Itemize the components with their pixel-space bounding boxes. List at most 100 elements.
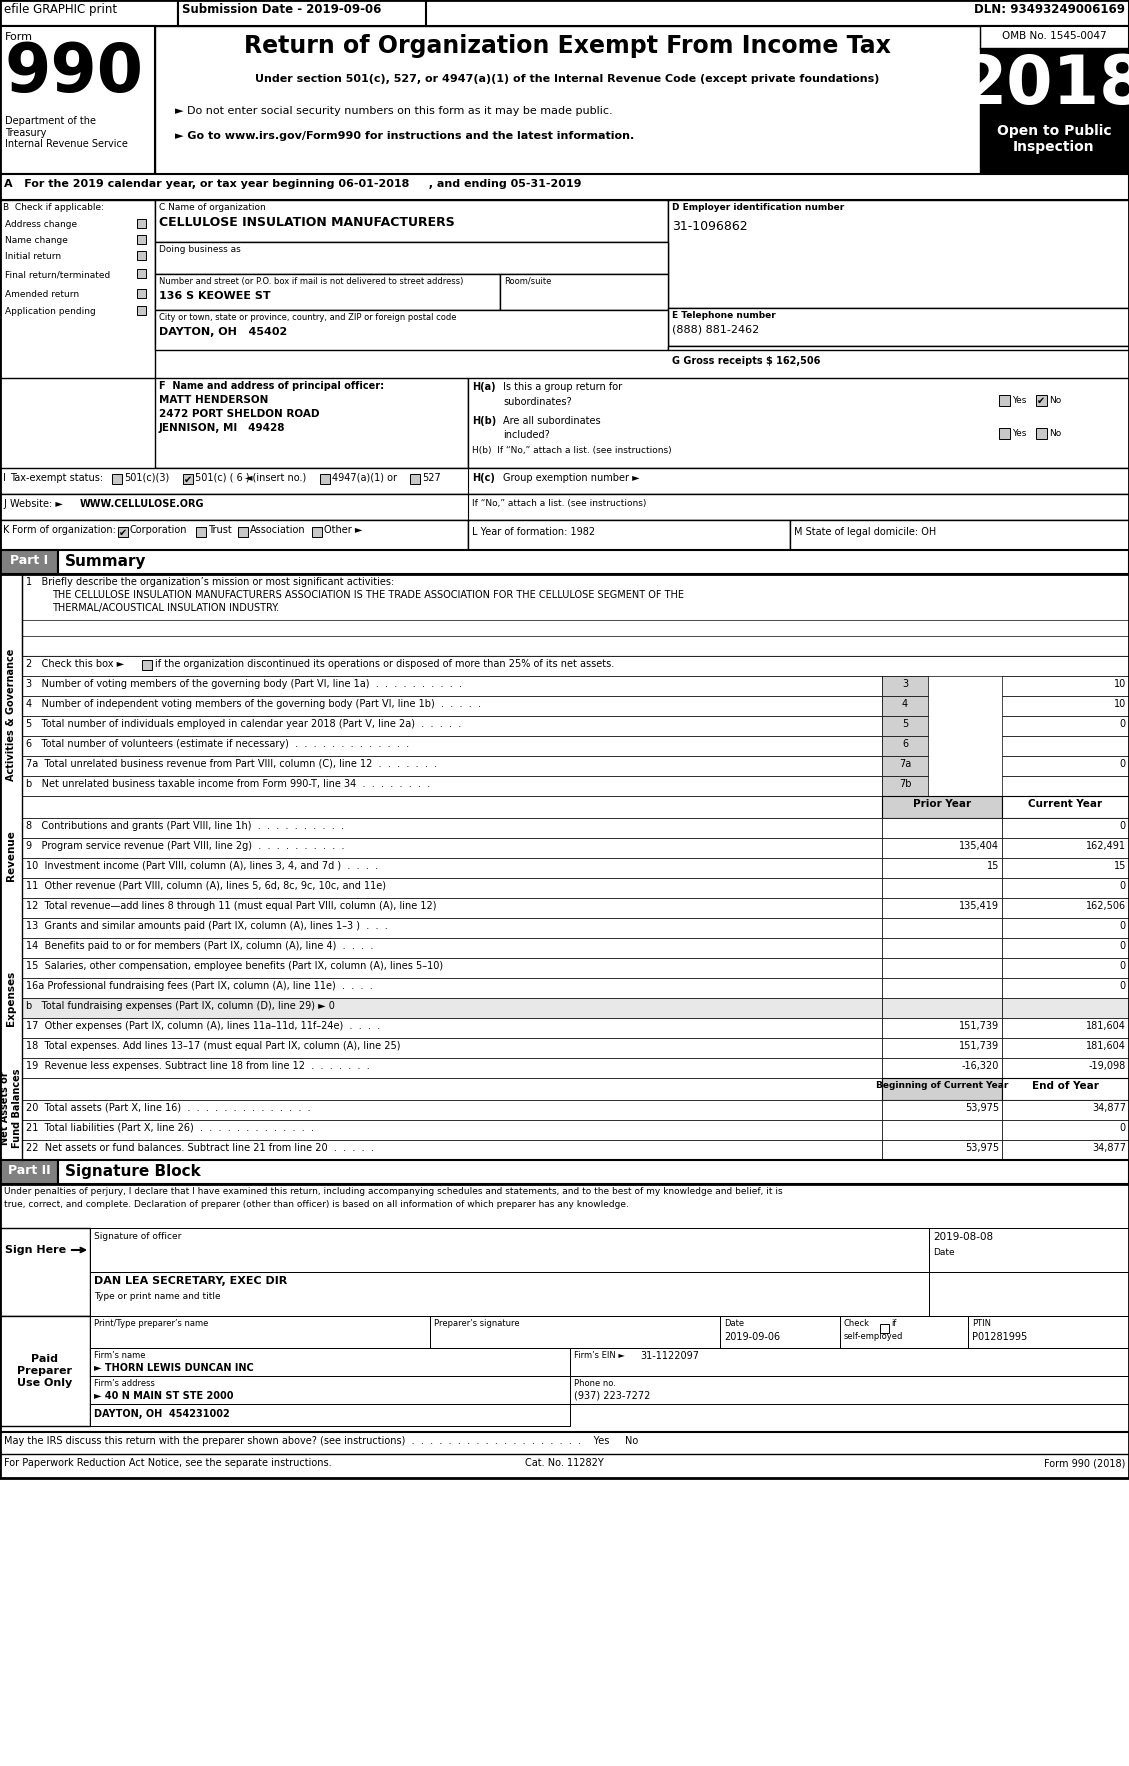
Bar bbox=[178, 0, 426, 26]
Bar bbox=[58, 549, 1129, 574]
Text: 0: 0 bbox=[1120, 881, 1126, 892]
Bar bbox=[90, 1272, 929, 1316]
Bar bbox=[137, 235, 146, 244]
Bar bbox=[90, 1316, 430, 1347]
Text: 6   Total number of volunteers (estimate if necessary)  .  .  .  .  .  .  .  .  : 6 Total number of volunteers (estimate i… bbox=[26, 738, 409, 749]
Text: Prior Year: Prior Year bbox=[913, 798, 971, 809]
Text: 17  Other expenses (Part IX, column (A), lines 11a–11d, 11f–24e)  .  .  .  .: 17 Other expenses (Part IX, column (A), … bbox=[26, 1021, 380, 1031]
Bar bbox=[999, 396, 1010, 406]
Text: THERMAL/ACOUSTICAL INSULATION INDUSTRY.: THERMAL/ACOUSTICAL INSULATION INDUSTRY. bbox=[52, 602, 279, 613]
Text: true, correct, and complete. Declaration of preparer (other than officer) is bas: true, correct, and complete. Declaration… bbox=[5, 1201, 629, 1210]
Text: -16,320: -16,320 bbox=[962, 1061, 999, 1070]
Bar bbox=[137, 290, 146, 298]
Text: 16a Professional fundraising fees (Part IX, column (A), line 11e)  .  .  .  .: 16a Professional fundraising fees (Part … bbox=[26, 980, 373, 991]
Bar bbox=[21, 978, 882, 998]
Text: 13  Grants and similar amounts paid (Part IX, column (A), lines 1–3 )  .  .  .: 13 Grants and similar amounts paid (Part… bbox=[26, 922, 387, 931]
Text: 7a: 7a bbox=[899, 759, 911, 768]
Text: End of Year: End of Year bbox=[1032, 1081, 1099, 1091]
Text: Form: Form bbox=[5, 32, 33, 42]
Text: Current Year: Current Year bbox=[1027, 798, 1102, 809]
Text: 1   Briefly describe the organization’s mission or most significant activities:: 1 Briefly describe the organization’s mi… bbox=[26, 577, 394, 586]
Text: 2   Check this box ►: 2 Check this box ► bbox=[26, 659, 124, 669]
Bar bbox=[999, 427, 1010, 440]
Bar bbox=[142, 660, 152, 669]
Bar bbox=[882, 1077, 1003, 1100]
Text: 6: 6 bbox=[902, 738, 908, 749]
Text: Submission Date - 2019-09-06: Submission Date - 2019-09-06 bbox=[182, 4, 382, 16]
Text: Yes: Yes bbox=[1012, 429, 1026, 438]
Bar bbox=[137, 219, 146, 228]
Bar bbox=[570, 1376, 1129, 1404]
Text: For Paperwork Reduction Act Notice, see the separate instructions.: For Paperwork Reduction Act Notice, see … bbox=[5, 1459, 332, 1468]
Text: Department of the
Treasury
Internal Revenue Service: Department of the Treasury Internal Reve… bbox=[5, 117, 128, 148]
Text: Under section 501(c), 527, or 4947(a)(1) of the Internal Revenue Code (except pr: Under section 501(c), 527, or 4947(a)(1)… bbox=[255, 74, 879, 85]
Bar bbox=[882, 818, 1003, 839]
Text: 2019-09-06: 2019-09-06 bbox=[724, 1332, 780, 1342]
Text: 0: 0 bbox=[1120, 941, 1126, 952]
Bar bbox=[882, 938, 1003, 957]
Text: Cat. No. 11282Y: Cat. No. 11282Y bbox=[525, 1459, 603, 1468]
Text: Are all subordinates: Are all subordinates bbox=[504, 417, 601, 426]
Text: DLN: 93493249006169: DLN: 93493249006169 bbox=[974, 4, 1124, 16]
Bar bbox=[1003, 1038, 1129, 1058]
Bar bbox=[21, 957, 882, 978]
Bar bbox=[882, 1141, 1003, 1160]
Text: Corporation: Corporation bbox=[130, 525, 187, 535]
Text: Print/Type preparer’s name: Print/Type preparer’s name bbox=[94, 1319, 209, 1328]
Text: (888) 881-2462: (888) 881-2462 bbox=[672, 325, 759, 336]
Bar bbox=[1003, 897, 1129, 918]
Text: b   Total fundraising expenses (Part IX, column (D), line 29) ► 0: b Total fundraising expenses (Part IX, c… bbox=[26, 1001, 335, 1010]
Bar bbox=[312, 526, 322, 537]
Text: Open to Public
Inspection: Open to Public Inspection bbox=[997, 124, 1111, 154]
Text: Form of organization:: Form of organization: bbox=[12, 525, 116, 535]
Text: 18  Total expenses. Add lines 13–17 (must equal Part IX, column (A), line 25): 18 Total expenses. Add lines 13–17 (must… bbox=[26, 1040, 401, 1051]
Bar bbox=[21, 655, 1129, 676]
Text: 136 S KEOWEE ST: 136 S KEOWEE ST bbox=[159, 291, 271, 300]
Text: K: K bbox=[3, 525, 9, 535]
Bar bbox=[21, 715, 882, 736]
Text: ► Go to www.irs.gov/Form990 for instructions and the latest information.: ► Go to www.irs.gov/Form990 for instruct… bbox=[175, 131, 634, 141]
Text: Beginning of Current Year: Beginning of Current Year bbox=[876, 1081, 1008, 1090]
Bar bbox=[21, 1141, 882, 1160]
Text: 8   Contributions and grants (Part VIII, line 1h)  .  .  .  .  .  .  .  .  .  .: 8 Contributions and grants (Part VIII, l… bbox=[26, 821, 344, 832]
Text: L Year of formation: 1982: L Year of formation: 1982 bbox=[472, 526, 595, 537]
Text: G Gross receipts $ 162,506: G Gross receipts $ 162,506 bbox=[672, 357, 821, 366]
Text: No: No bbox=[1049, 396, 1061, 404]
Bar bbox=[1003, 1120, 1129, 1141]
Bar bbox=[882, 978, 1003, 998]
Text: MATT HENDERSON: MATT HENDERSON bbox=[159, 396, 269, 404]
Text: 527: 527 bbox=[422, 473, 440, 482]
Text: Check: Check bbox=[844, 1319, 870, 1328]
Text: DAYTON, OH   45402: DAYTON, OH 45402 bbox=[159, 327, 287, 337]
Text: 151,739: 151,739 bbox=[959, 1021, 999, 1031]
Text: self-employed: self-employed bbox=[844, 1332, 903, 1340]
Bar bbox=[882, 1017, 1003, 1038]
Bar bbox=[1003, 957, 1129, 978]
Text: 2019-08-08: 2019-08-08 bbox=[933, 1233, 994, 1241]
Bar bbox=[0, 1316, 90, 1425]
Text: 4: 4 bbox=[902, 699, 908, 708]
Bar bbox=[196, 526, 205, 537]
Text: Number and street (or P.O. box if mail is not delivered to street address): Number and street (or P.O. box if mail i… bbox=[159, 277, 463, 286]
Text: WWW.CELLULOSE.ORG: WWW.CELLULOSE.ORG bbox=[80, 500, 204, 509]
Bar bbox=[21, 574, 1129, 655]
Bar bbox=[1003, 938, 1129, 957]
Text: 11  Other revenue (Part VIII, column (A), lines 5, 6d, 8c, 9c, 10c, and 11e): 11 Other revenue (Part VIII, column (A),… bbox=[26, 881, 386, 892]
Bar bbox=[720, 1316, 840, 1347]
Bar bbox=[882, 756, 928, 775]
Bar bbox=[0, 519, 469, 549]
Bar bbox=[21, 839, 882, 858]
Bar bbox=[137, 268, 146, 277]
Bar bbox=[0, 175, 1129, 200]
Text: 34,877: 34,877 bbox=[1092, 1104, 1126, 1113]
Bar bbox=[570, 1347, 1129, 1376]
Bar bbox=[882, 858, 1003, 878]
Text: Date: Date bbox=[933, 1249, 955, 1257]
Bar bbox=[882, 839, 1003, 858]
Text: 53,975: 53,975 bbox=[965, 1104, 999, 1113]
Bar bbox=[21, 1100, 882, 1120]
Bar bbox=[1003, 676, 1129, 696]
Text: Return of Organization Exempt From Income Tax: Return of Organization Exempt From Incom… bbox=[244, 34, 891, 58]
Text: Group exemption number ►: Group exemption number ► bbox=[504, 473, 640, 482]
Text: 19  Revenue less expenses. Subtract line 18 from line 12  .  .  .  .  .  .  .: 19 Revenue less expenses. Subtract line … bbox=[26, 1061, 370, 1070]
